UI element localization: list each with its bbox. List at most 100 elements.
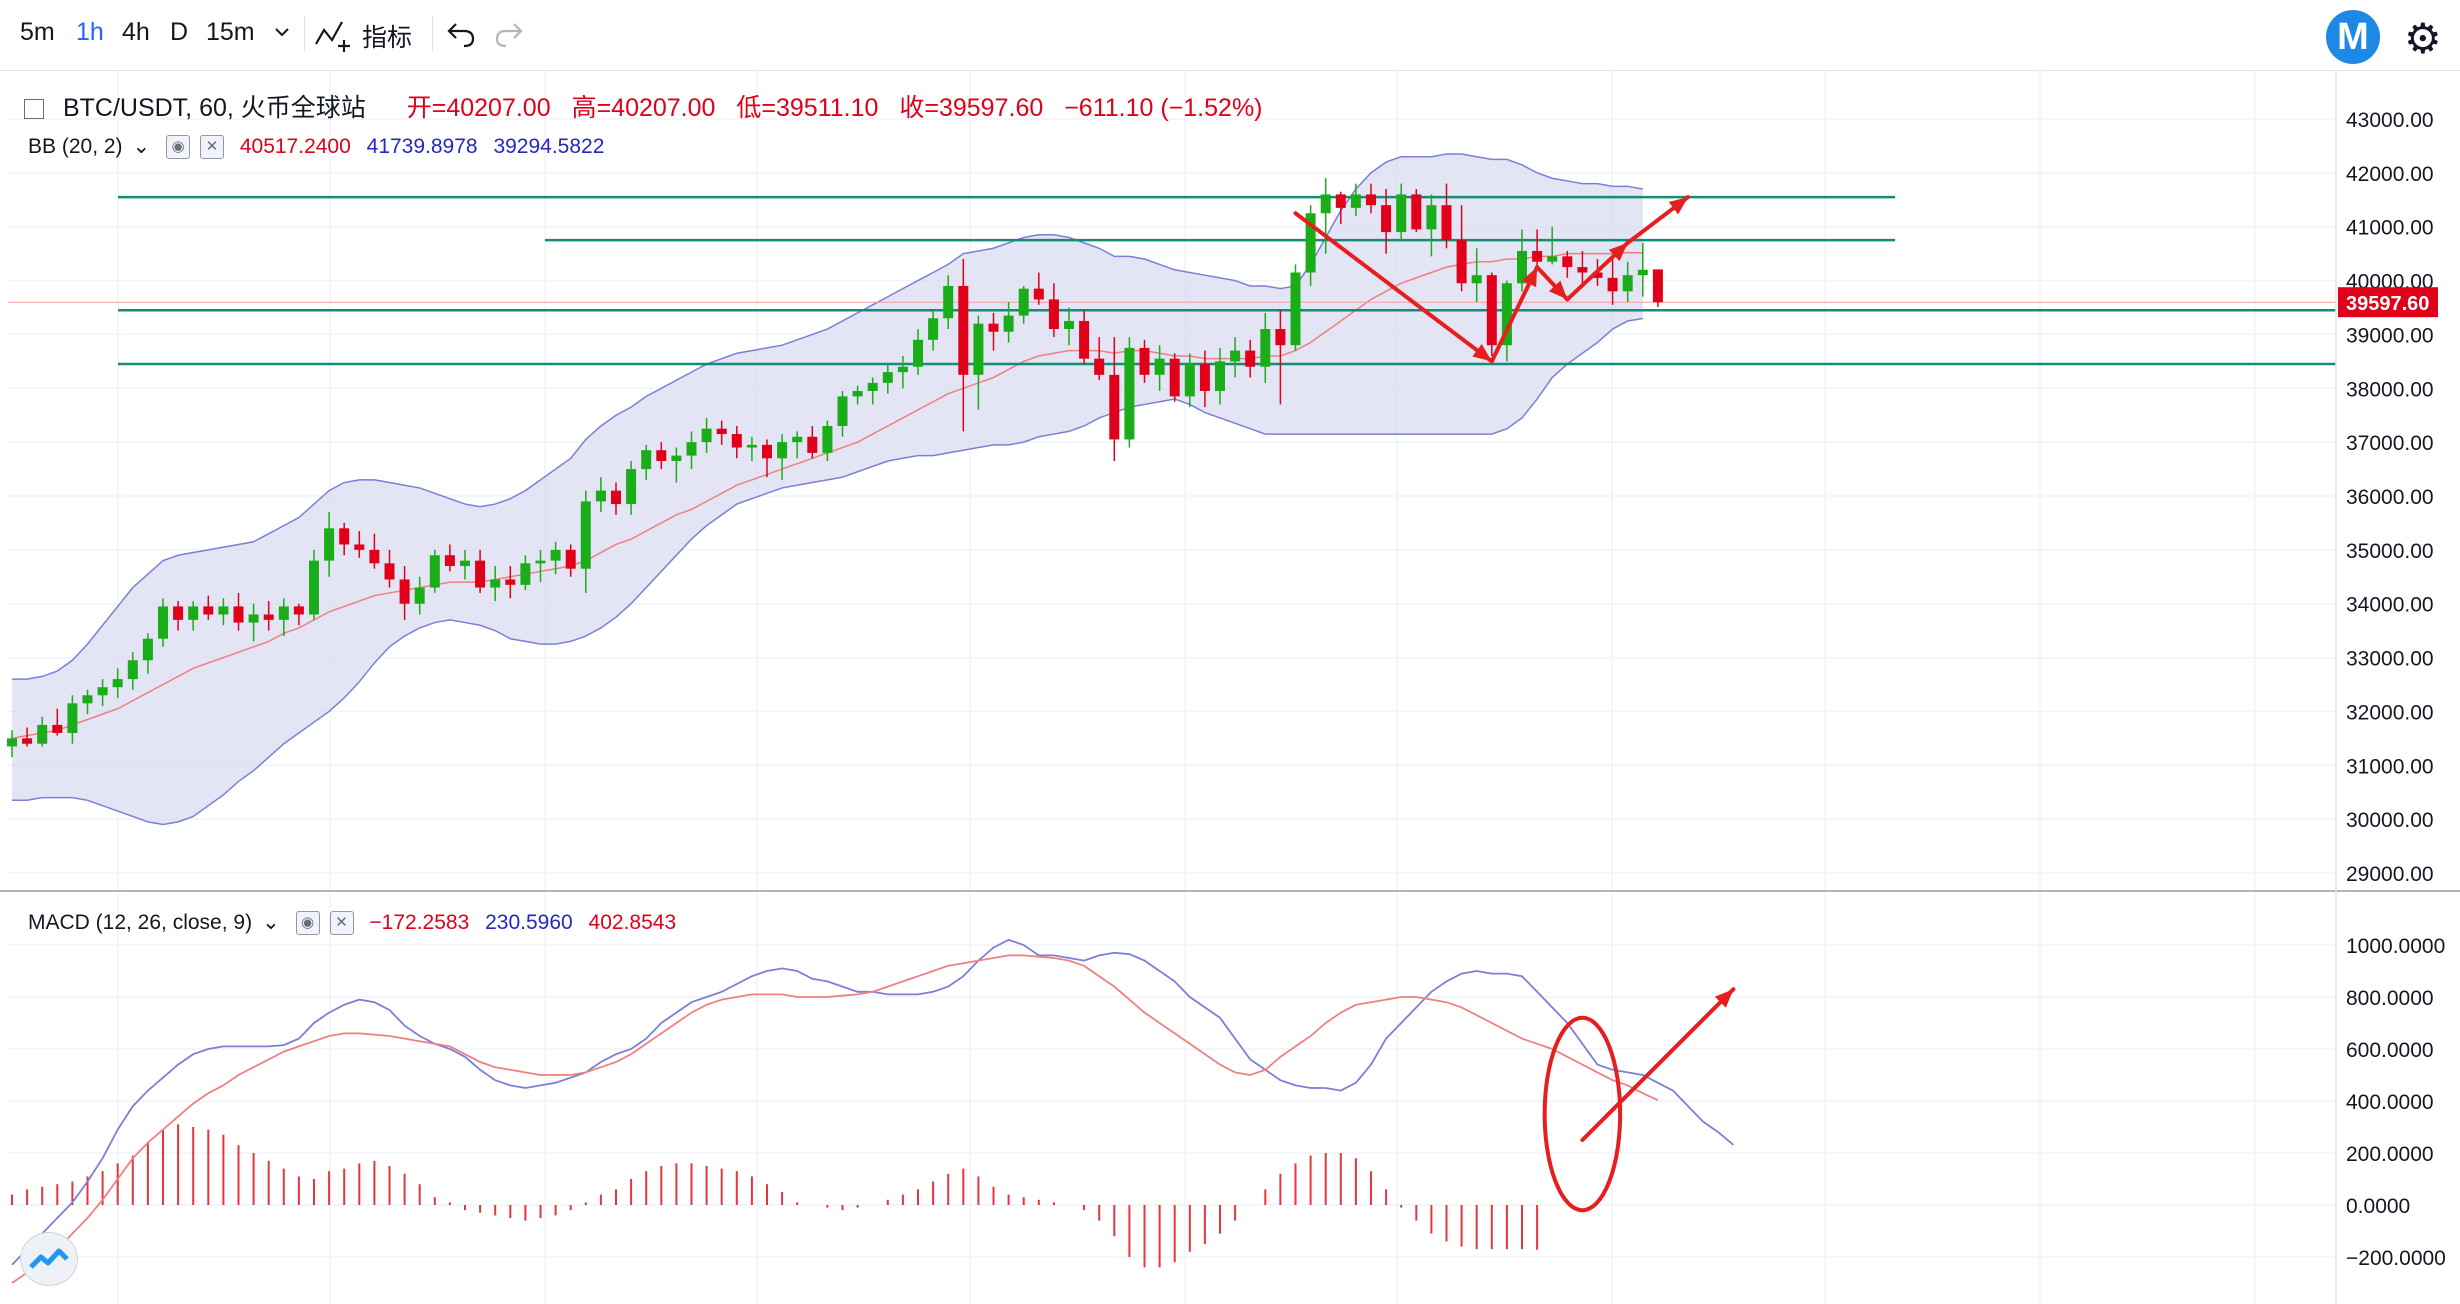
gear-icon[interactable]: ⚙ <box>2404 15 2442 62</box>
candle-body[interactable] <box>762 444 772 459</box>
candle-body[interactable] <box>173 606 184 620</box>
candle-body[interactable] <box>1079 320 1090 359</box>
candle-body[interactable] <box>1396 194 1407 233</box>
candle-body[interactable] <box>1411 194 1422 230</box>
candle-body[interactable] <box>1275 329 1286 346</box>
close-icon[interactable]: ✕ <box>200 135 224 160</box>
annotation-arrowhead[interactable] <box>1522 267 1538 288</box>
candle-body[interactable] <box>339 528 350 545</box>
candle-body[interactable] <box>1607 277 1618 292</box>
candle-body[interactable] <box>82 695 93 704</box>
candle-body[interactable] <box>1124 347 1135 440</box>
candle-body[interactable] <box>127 660 138 680</box>
candle-body[interactable] <box>1290 272 1301 346</box>
candle-body[interactable] <box>777 442 788 459</box>
interval-15m[interactable]: 15m <box>206 18 255 46</box>
candle-body[interactable] <box>1486 275 1497 346</box>
candle-body[interactable] <box>1577 267 1588 273</box>
annotation-arrowhead[interactable] <box>1549 280 1568 300</box>
indicators-icon[interactable] <box>314 18 358 61</box>
candle-body[interactable] <box>1501 283 1512 346</box>
candle-body[interactable] <box>973 323 984 375</box>
candle-body[interactable] <box>293 606 304 615</box>
candle-body[interactable] <box>943 285 954 319</box>
candle-body[interactable] <box>1260 329 1271 367</box>
bb-label[interactable]: BB (20, 2) <box>28 135 123 158</box>
candle-body[interactable] <box>1305 213 1316 273</box>
candle-body[interactable] <box>1245 350 1256 367</box>
candle-body[interactable] <box>746 444 757 448</box>
candle-body[interactable] <box>324 528 335 561</box>
candle-body[interactable] <box>52 724 63 733</box>
candle-body[interactable] <box>686 442 697 456</box>
candle-body[interactable] <box>807 436 818 453</box>
candle-body[interactable] <box>1426 205 1437 230</box>
interval-1h[interactable]: 1h <box>76 18 104 46</box>
candle-body[interactable] <box>112 679 123 688</box>
candle-body[interactable] <box>278 606 289 620</box>
candle-body[interactable] <box>1441 205 1452 241</box>
candle-body[interactable] <box>1471 275 1482 284</box>
candle-body[interactable] <box>1532 250 1543 262</box>
interval-4h[interactable]: 4h <box>122 18 150 46</box>
candle-body[interactable] <box>1048 299 1059 330</box>
candle-body[interactable] <box>913 339 923 367</box>
candle-body[interactable] <box>852 390 863 397</box>
macd-label[interactable]: MACD (12, 26, close, 9) <box>28 911 253 934</box>
candle-body[interactable] <box>1064 320 1074 330</box>
candle-body[interactable] <box>399 579 410 604</box>
eye-icon[interactable]: ◉ <box>295 911 320 936</box>
annotation-arrowhead[interactable] <box>1608 242 1628 262</box>
candle-body[interactable] <box>1652 269 1663 303</box>
candle-body[interactable] <box>928 318 939 340</box>
candle-body[interactable] <box>1230 350 1241 362</box>
candle-body[interactable] <box>1622 275 1633 292</box>
candle-body[interactable] <box>1320 194 1331 214</box>
candle-body[interactable] <box>641 450 652 470</box>
indicators-button[interactable]: 指标 <box>362 24 413 52</box>
candle-body[interactable] <box>1562 256 1573 268</box>
candle-body[interactable] <box>7 738 17 747</box>
candle-body[interactable] <box>1637 269 1648 276</box>
candle-body[interactable] <box>97 687 108 696</box>
candle-body[interactable] <box>988 323 999 332</box>
candle-body[interactable] <box>1139 347 1150 375</box>
candle-body[interactable] <box>897 366 908 373</box>
candle-body[interactable] <box>671 455 682 461</box>
annotation-arrowhead[interactable] <box>1472 344 1492 362</box>
candle-body[interactable] <box>580 501 591 569</box>
candle-body[interactable] <box>67 703 78 733</box>
candle-body[interactable] <box>565 549 576 569</box>
candle-body[interactable] <box>731 434 742 448</box>
candle-body[interactable] <box>701 428 712 443</box>
candle-body[interactable] <box>1592 272 1603 278</box>
candle-body[interactable] <box>1335 194 1346 208</box>
candle-body[interactable] <box>490 579 501 588</box>
candle-body[interactable] <box>1215 361 1225 391</box>
candle-body[interactable] <box>22 738 33 744</box>
candle-body[interactable] <box>626 469 637 505</box>
candle-body[interactable] <box>188 606 199 620</box>
annotation-arrow[interactable] <box>1293 211 1494 364</box>
candle-body[interactable] <box>248 614 259 623</box>
candle-body[interactable] <box>1350 194 1361 208</box>
candle-body[interactable] <box>1003 315 1014 332</box>
annotation-ellipse[interactable] <box>1542 1015 1623 1213</box>
candle-body[interactable] <box>1094 358 1105 375</box>
candle-body[interactable] <box>354 544 365 550</box>
candle-body[interactable] <box>233 606 244 623</box>
candle-body[interactable] <box>1366 194 1376 206</box>
candle-body[interactable] <box>384 563 395 580</box>
candle-body[interactable] <box>1109 374 1120 440</box>
candle-body[interactable] <box>475 560 486 588</box>
candle-body[interactable] <box>429 555 440 588</box>
chevron-down-icon[interactable]: ⌄ <box>262 911 280 934</box>
candle-body[interactable] <box>1169 358 1180 397</box>
annotation-arrow[interactable] <box>1580 987 1736 1142</box>
candle-body[interactable] <box>1184 364 1195 397</box>
candle-body[interactable] <box>792 436 803 443</box>
tradingview-logo[interactable] <box>20 1232 78 1286</box>
chevron-down-icon[interactable]: ⌄ <box>132 135 151 158</box>
candle-body[interactable] <box>505 579 516 585</box>
annotation-arrowhead[interactable] <box>1714 989 1734 1008</box>
